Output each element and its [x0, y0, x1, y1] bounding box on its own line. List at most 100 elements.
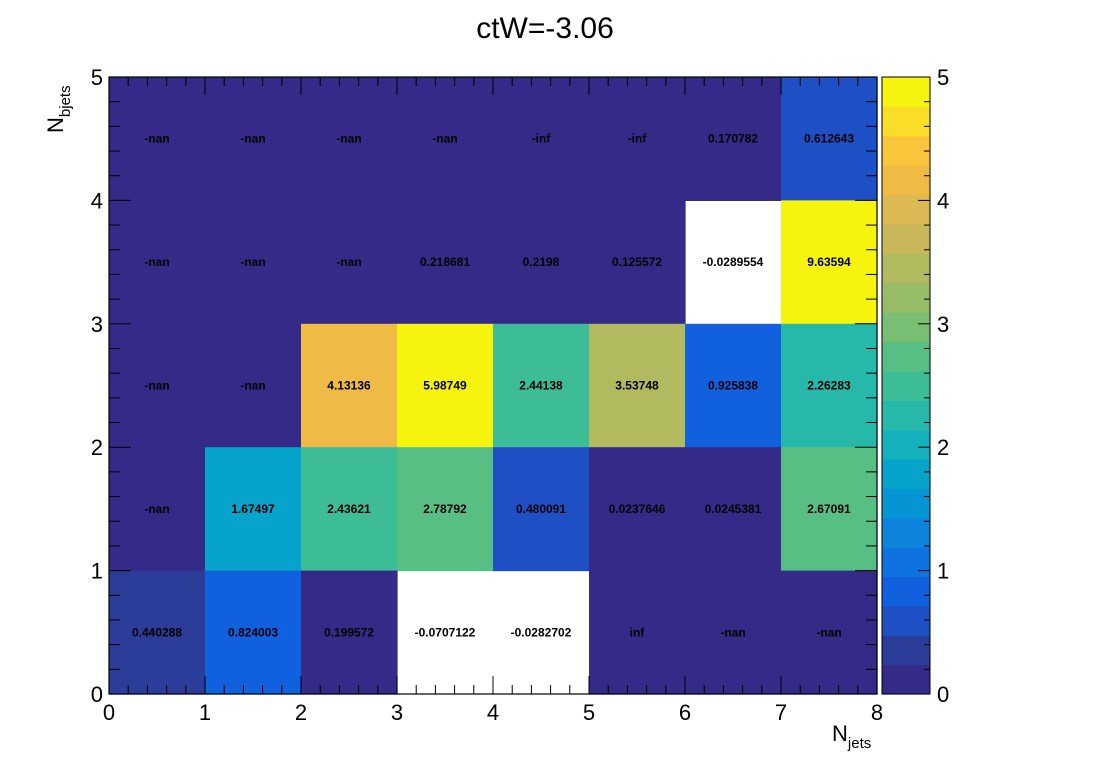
cell-value-label: 0.125572 — [612, 255, 662, 269]
x-tick-label: 1 — [199, 700, 211, 725]
palette-tick-label: 5 — [937, 65, 949, 90]
cell-value-label: 9.63594 — [807, 255, 851, 269]
palette-swatch — [882, 77, 930, 107]
cell-value-label: -0.0289554 — [703, 255, 764, 269]
y-axis-title-sub: bjets — [57, 85, 74, 117]
heatmap-cell — [685, 77, 782, 201]
heatmap-cell — [685, 323, 782, 448]
cell-value-label: 2.43621 — [327, 502, 371, 516]
heatmap-cell — [109, 570, 206, 695]
heatmap-cell — [781, 200, 878, 325]
palette-swatch — [882, 400, 930, 431]
palette-swatch — [882, 106, 930, 137]
cell-value-label: 0.0245381 — [705, 502, 762, 516]
y-tick-label: 2 — [91, 435, 103, 460]
x-axis-title-sub: jets — [847, 735, 871, 752]
x-tick-label: 0 — [103, 700, 115, 725]
heatmap-cell — [781, 447, 878, 572]
cell-value-label: -nan — [240, 132, 265, 146]
heatmap-cell — [301, 200, 398, 325]
cell-value-label: 0.612643 — [804, 132, 854, 146]
x-tick-label: 8 — [871, 700, 883, 725]
heatmap-cell — [397, 200, 494, 325]
heatmap-cell — [589, 570, 686, 695]
palette-tick-label: 3 — [937, 312, 949, 337]
palette-swatch — [882, 488, 930, 519]
heatmap-cell — [493, 77, 590, 201]
cell-value-label: -nan — [240, 255, 265, 269]
x-tick-label: 6 — [679, 700, 691, 725]
cell-value-label: 0.199572 — [324, 625, 374, 639]
palette-swatch — [882, 165, 930, 196]
y-tick-label: 5 — [91, 65, 103, 90]
cell-value-label: 0.218681 — [420, 255, 470, 269]
heatmap-cell — [781, 77, 878, 201]
heatmap-cell — [781, 323, 878, 448]
x-tick-label: 7 — [775, 700, 787, 725]
x-tick-label: 5 — [583, 700, 595, 725]
heatmap-cell — [493, 447, 590, 572]
cell-value-label: 0.170782 — [708, 132, 758, 146]
heatmap-cell — [109, 200, 206, 325]
heatmap-cell — [301, 77, 398, 201]
cell-value-label: -nan — [144, 255, 169, 269]
cell-value-label: -nan — [336, 132, 361, 146]
palette-swatch — [882, 282, 930, 313]
palette-swatch — [882, 223, 930, 254]
cell-value-label: 2.78792 — [423, 502, 467, 516]
palette-swatch — [882, 194, 930, 225]
y-tick-label: 3 — [91, 312, 103, 337]
cell-value-label: 0.480091 — [516, 502, 566, 516]
x-axis-title-main: N — [832, 721, 848, 746]
y-tick-label: 0 — [91, 682, 103, 707]
cell-value-label: -nan — [240, 379, 265, 393]
heatmap-cell-labels: -nan -nan -nan -nan -inf -inf 0.170782 0.612643… — [132, 132, 854, 640]
cell-value-label: 0.925838 — [708, 379, 758, 393]
palette-swatch — [882, 635, 930, 666]
y-tick-label: 4 — [91, 188, 103, 213]
heatmap-cell — [205, 323, 302, 448]
palette-swatch — [882, 576, 930, 607]
cell-value-label: 4.13136 — [327, 379, 371, 393]
heatmap-cell — [493, 323, 590, 448]
cell-value-label: 3.53748 — [615, 379, 659, 393]
cell-value-label: -inf — [532, 132, 552, 146]
heatmap-cell — [685, 447, 782, 572]
palette-tick-label: 4 — [937, 188, 949, 213]
heatmap-cell — [685, 570, 782, 695]
chart-title: ctW=-3.06 — [476, 12, 614, 45]
palette-swatch — [882, 312, 930, 343]
heatmap-cell — [397, 323, 494, 448]
palette-swatch — [882, 341, 930, 372]
cell-value-label: 0.0237646 — [609, 502, 666, 516]
palette-swatch — [882, 135, 930, 166]
heatmap-cell — [205, 570, 302, 695]
palette-swatch — [882, 547, 930, 578]
x-tick-label: 4 — [487, 700, 499, 725]
palette-swatch — [882, 429, 930, 460]
heatmap-cell — [301, 447, 398, 572]
cell-value-label: -0.0707122 — [415, 625, 476, 639]
cell-value-label: 0.2198 — [523, 255, 560, 269]
cell-value-label: 5.98749 — [423, 379, 467, 393]
x-tick-label: 3 — [391, 700, 403, 725]
heatmap-cell — [493, 200, 590, 325]
cell-value-label: -nan — [144, 502, 169, 516]
cell-value-label: -nan — [144, 379, 169, 393]
heatmap-cell — [781, 570, 878, 695]
cell-value-label: inf — [630, 625, 646, 639]
color-palette: 0 1 2 3 4 5 — [881, 65, 949, 707]
cell-value-label: 2.67091 — [807, 502, 851, 516]
palette-swatch — [882, 370, 930, 401]
y-tick-label: 1 — [91, 559, 103, 584]
y-axis-title-main: N — [43, 117, 68, 133]
heatmap-cell — [205, 447, 302, 572]
cell-value-label: -nan — [816, 625, 841, 639]
cell-value-label: 2.44138 — [519, 379, 563, 393]
cell-value-label: 0.440288 — [132, 625, 182, 639]
cell-value-label: -nan — [336, 255, 361, 269]
heatmap-cell — [397, 447, 494, 572]
cell-value-label: -inf — [628, 132, 648, 146]
x-tick-label: 2 — [295, 700, 307, 725]
palette-swatch — [882, 517, 930, 548]
